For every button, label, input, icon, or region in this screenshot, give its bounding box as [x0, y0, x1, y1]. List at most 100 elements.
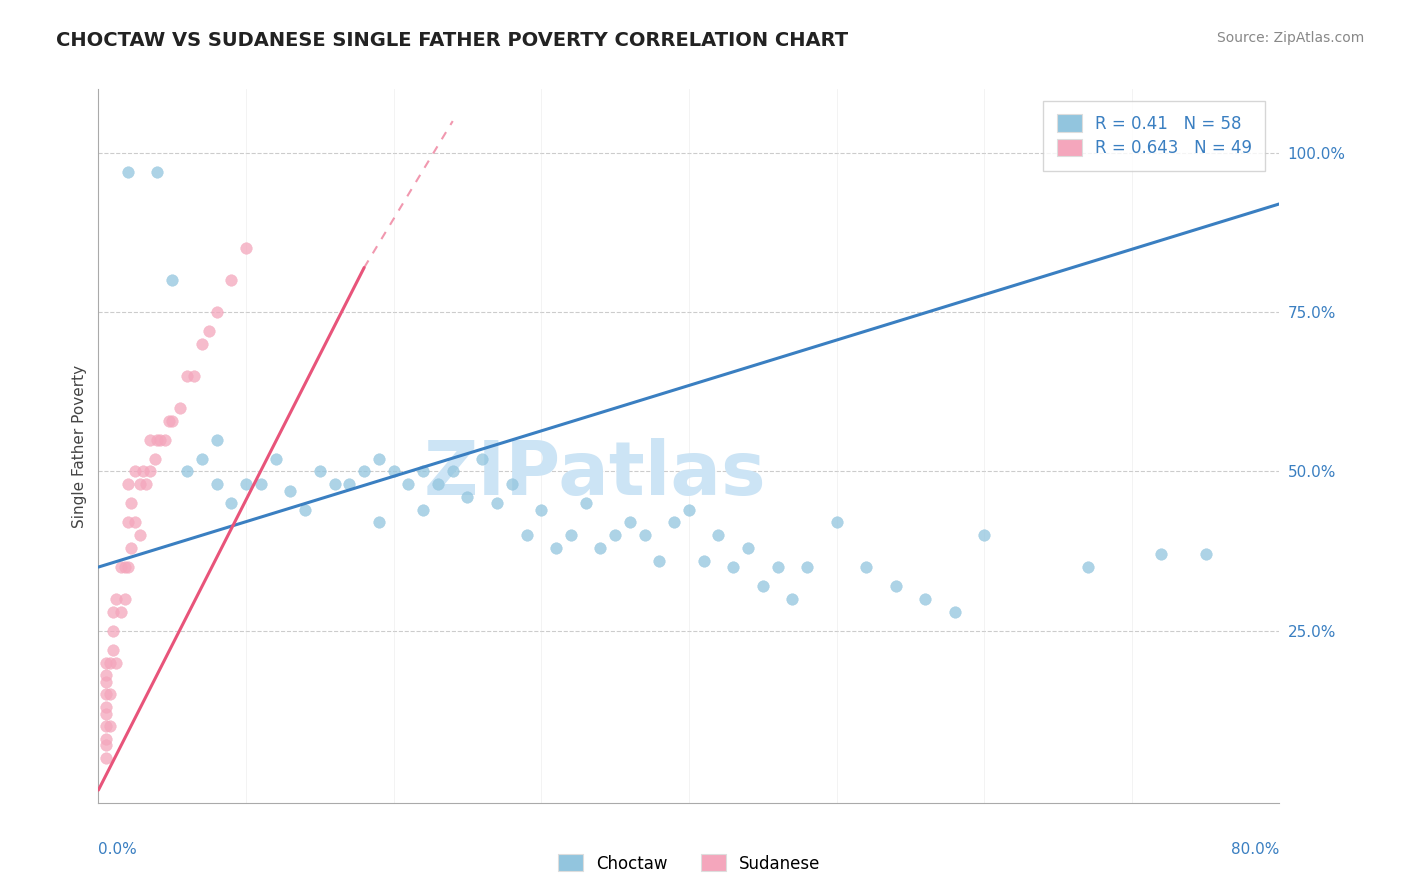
- Point: [205, 305, 228, 319]
- Point: [114, 560, 136, 574]
- Point: [162, 413, 183, 427]
- Point: [884, 579, 907, 593]
- Point: [796, 560, 818, 574]
- Point: [149, 433, 172, 447]
- Point: [1077, 560, 1099, 574]
- Point: [146, 433, 169, 447]
- Point: [605, 528, 627, 542]
- Point: [723, 560, 745, 574]
- Point: [191, 451, 214, 466]
- Point: [693, 554, 716, 568]
- Point: [94, 656, 117, 670]
- Point: [94, 706, 117, 721]
- Point: [855, 560, 877, 574]
- Point: [128, 528, 150, 542]
- Point: [120, 496, 142, 510]
- Point: [98, 719, 121, 733]
- Text: ZIPatlas: ZIPatlas: [423, 438, 766, 511]
- Point: [1150, 547, 1173, 561]
- Point: [94, 688, 117, 702]
- Point: [139, 465, 162, 479]
- Point: [235, 477, 257, 491]
- Point: [114, 591, 136, 606]
- Text: Source: ZipAtlas.com: Source: ZipAtlas.com: [1216, 31, 1364, 45]
- Point: [124, 516, 146, 530]
- Point: [235, 242, 257, 256]
- Point: [412, 502, 434, 516]
- Point: [117, 560, 139, 574]
- Point: [117, 165, 139, 179]
- Point: [128, 477, 150, 491]
- Point: [427, 477, 450, 491]
- Point: [132, 465, 155, 479]
- Point: [110, 605, 132, 619]
- Point: [678, 502, 700, 516]
- Point: [619, 516, 641, 530]
- Text: 0.0%: 0.0%: [98, 842, 138, 857]
- Point: [120, 541, 142, 555]
- Point: [501, 477, 523, 491]
- Point: [98, 688, 121, 702]
- Point: [751, 579, 773, 593]
- Point: [103, 643, 125, 657]
- Point: [135, 477, 157, 491]
- Point: [294, 502, 316, 516]
- Point: [278, 483, 302, 498]
- Point: [176, 368, 198, 383]
- Point: [176, 465, 198, 479]
- Point: [94, 674, 117, 689]
- Point: [264, 451, 287, 466]
- Point: [633, 528, 655, 542]
- Point: [117, 477, 139, 491]
- Point: [914, 591, 936, 606]
- Point: [456, 490, 478, 504]
- Point: [94, 668, 117, 682]
- Point: [515, 528, 537, 542]
- Point: [98, 656, 121, 670]
- Point: [205, 433, 228, 447]
- Point: [94, 739, 117, 753]
- Point: [353, 465, 375, 479]
- Point: [368, 451, 391, 466]
- Point: [219, 273, 242, 287]
- Point: [205, 477, 228, 491]
- Point: [94, 751, 117, 765]
- Point: [153, 433, 176, 447]
- Point: [737, 541, 759, 555]
- Point: [412, 465, 434, 479]
- Point: [382, 465, 405, 479]
- Point: [396, 477, 419, 491]
- Point: [589, 541, 612, 555]
- Point: [648, 554, 671, 568]
- Point: [146, 165, 169, 179]
- Point: [157, 413, 180, 427]
- Y-axis label: Single Father Poverty: Single Father Poverty: [72, 365, 87, 527]
- Point: [198, 324, 221, 338]
- Legend: Choctaw, Sudanese: Choctaw, Sudanese: [551, 847, 827, 880]
- Point: [103, 624, 125, 638]
- Point: [560, 528, 582, 542]
- Point: [191, 337, 214, 351]
- Point: [707, 528, 730, 542]
- Point: [94, 719, 117, 733]
- Point: [110, 560, 132, 574]
- Point: [441, 465, 464, 479]
- Text: CHOCTAW VS SUDANESE SINGLE FATHER POVERTY CORRELATION CHART: CHOCTAW VS SUDANESE SINGLE FATHER POVERT…: [56, 31, 848, 50]
- Point: [574, 496, 596, 510]
- Point: [546, 541, 568, 555]
- Point: [117, 516, 139, 530]
- Point: [219, 496, 242, 510]
- Point: [183, 368, 205, 383]
- Point: [94, 732, 117, 747]
- Point: [103, 605, 125, 619]
- Point: [105, 591, 128, 606]
- Point: [825, 516, 848, 530]
- Point: [1195, 547, 1218, 561]
- Point: [471, 451, 494, 466]
- Point: [486, 496, 509, 510]
- Legend: R = 0.41   N = 58, R = 0.643   N = 49: R = 0.41 N = 58, R = 0.643 N = 49: [1043, 101, 1265, 170]
- Point: [943, 605, 966, 619]
- Point: [105, 656, 128, 670]
- Point: [368, 516, 391, 530]
- Point: [169, 401, 191, 415]
